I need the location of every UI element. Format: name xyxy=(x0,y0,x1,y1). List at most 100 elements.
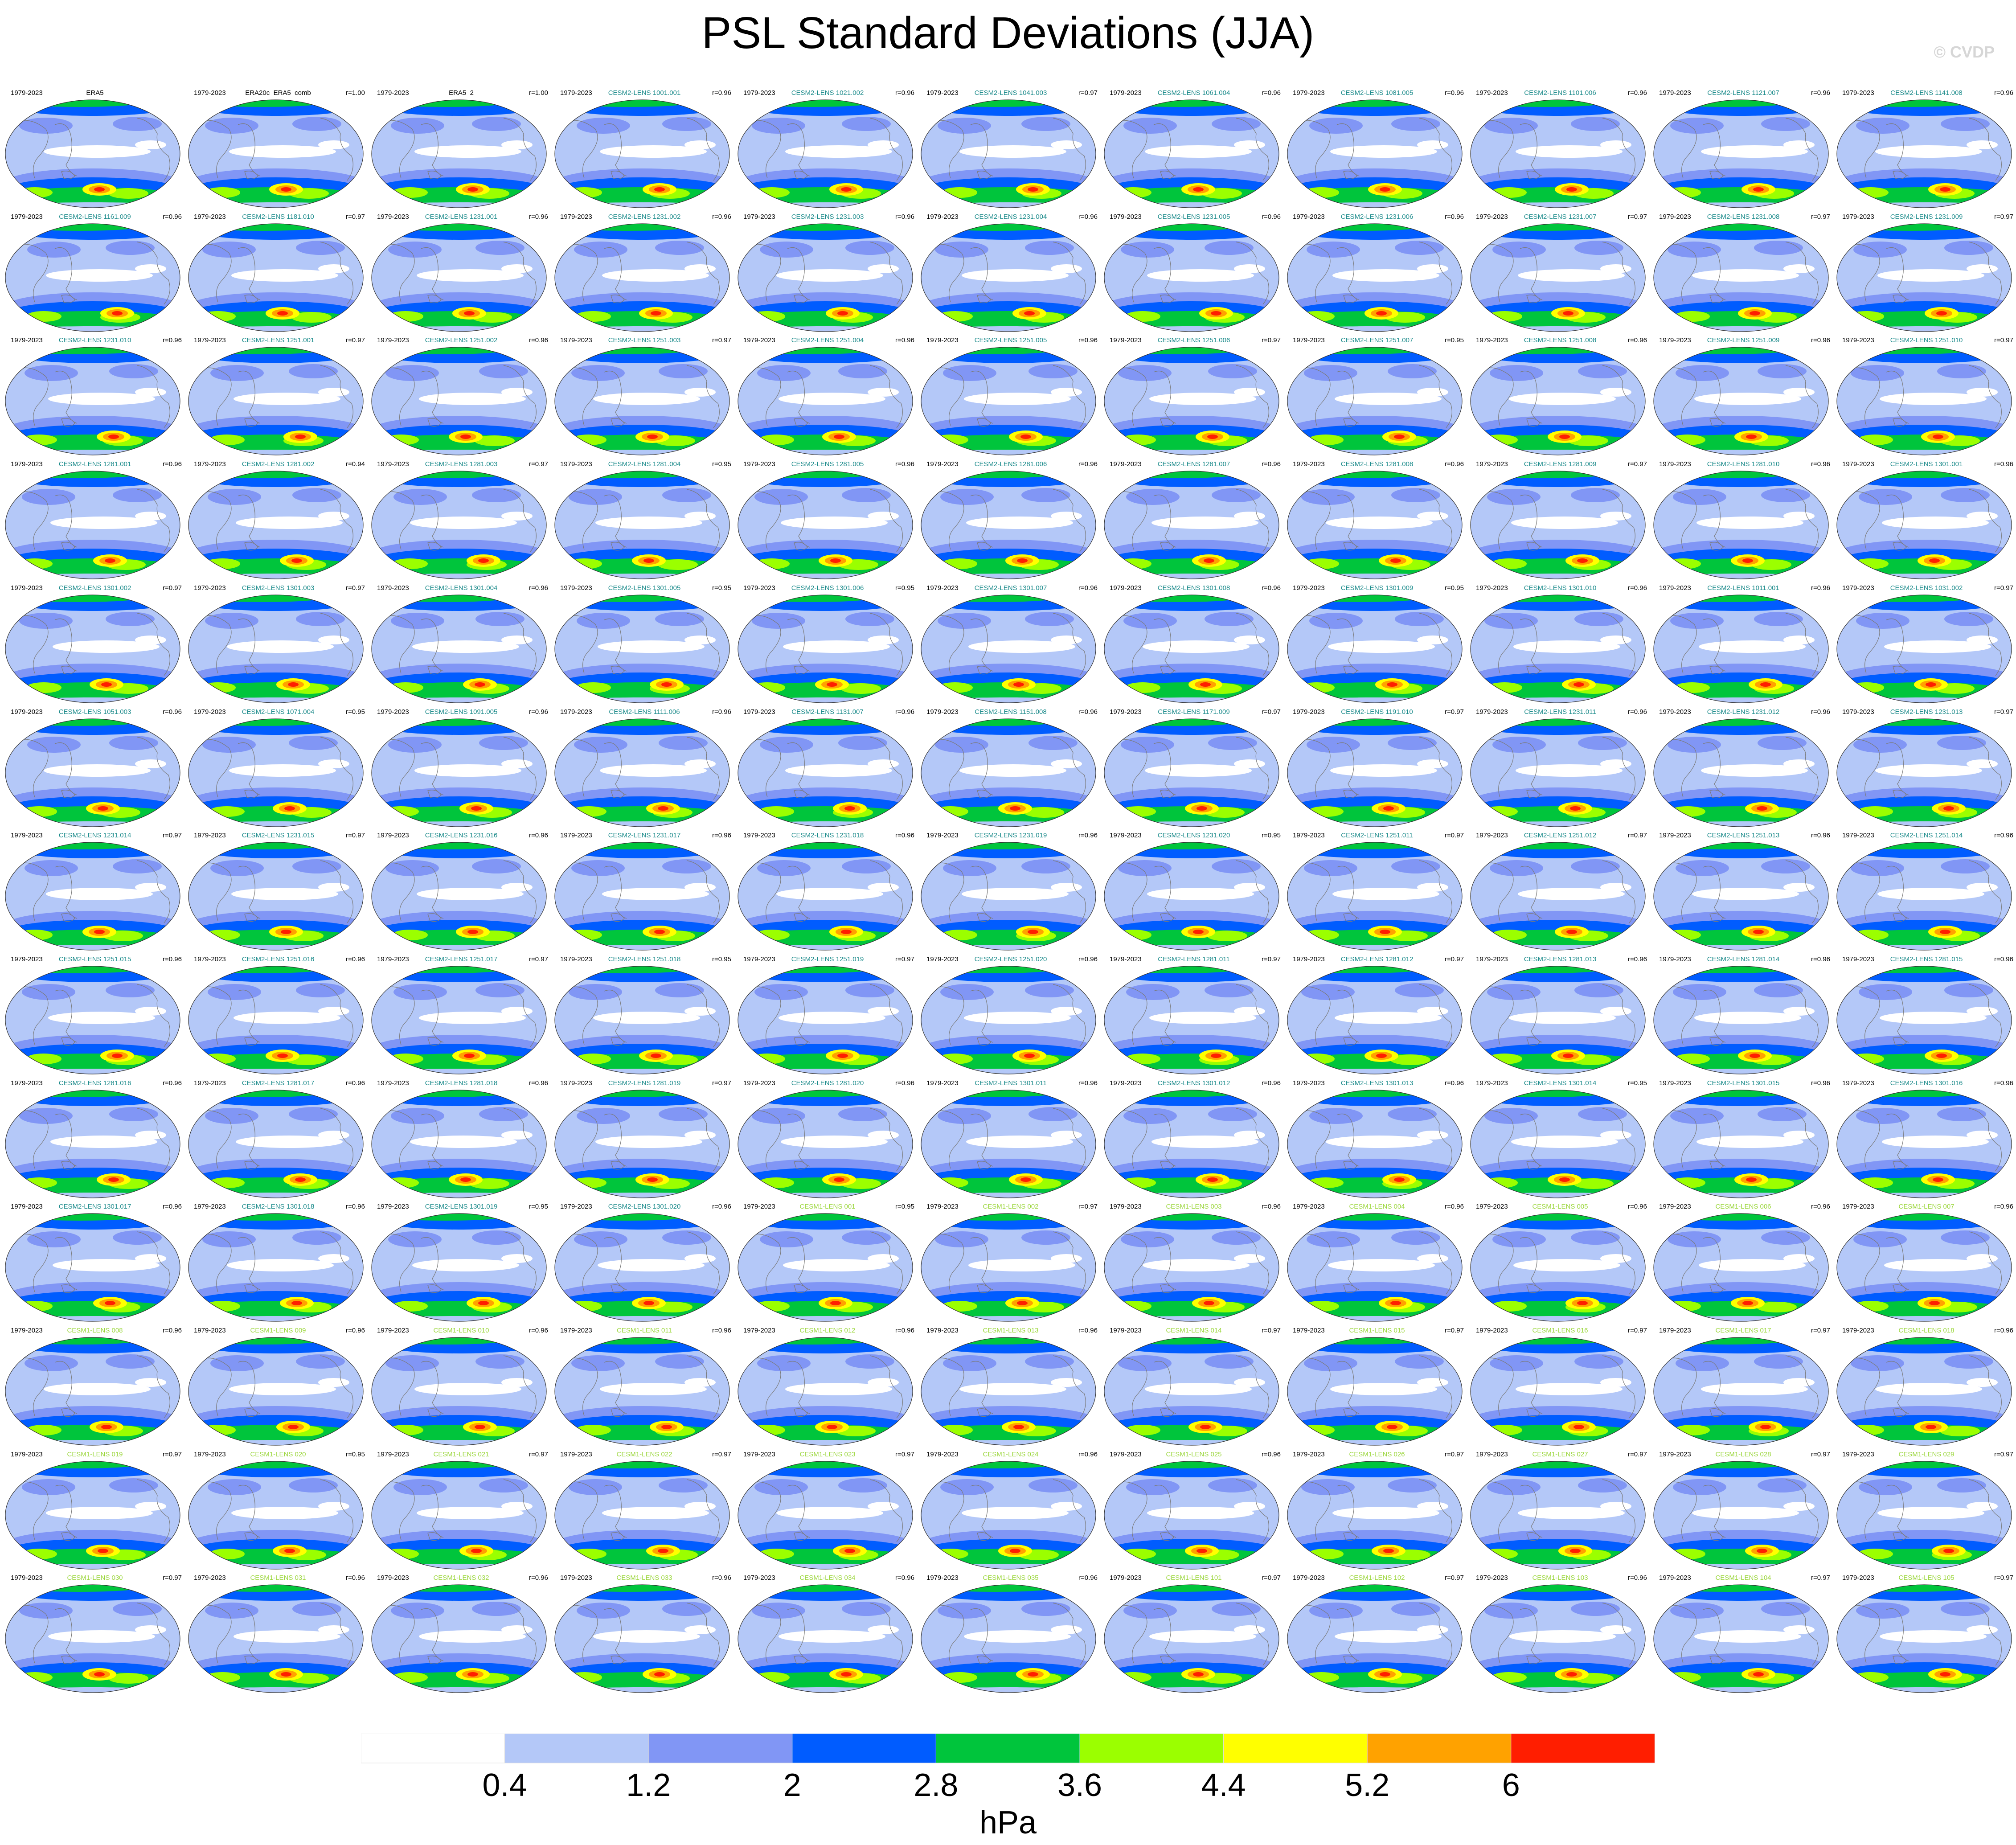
panel-correlation-label: r=0.97 xyxy=(712,1450,731,1458)
nh-patch xyxy=(1301,984,1355,1000)
panel-period-label: 1979-2023 xyxy=(743,460,775,468)
nh-patch xyxy=(1205,1354,1254,1369)
so-patch xyxy=(750,1053,785,1064)
panel-period-label: 1979-2023 xyxy=(377,1079,409,1087)
coastline xyxy=(1111,367,1147,426)
nh-patch xyxy=(1391,117,1440,131)
map-frame xyxy=(554,223,730,332)
map-contour-plot xyxy=(1104,471,1279,579)
panel-correlation-label: r=0.96 xyxy=(1811,336,1830,344)
antarctic-edge xyxy=(1104,1192,1279,1198)
nh-patch xyxy=(1670,1107,1724,1124)
panel-period-label: 1979-2023 xyxy=(1842,1203,1874,1211)
so-patch xyxy=(1125,1053,1160,1064)
so-max xyxy=(475,682,485,687)
map-frame xyxy=(1470,842,1646,951)
map-panel: 1979-2023 CESM2-LENS 1301.013 r=0.96 xyxy=(1286,1079,1468,1203)
nh-patch xyxy=(754,489,808,505)
coastline xyxy=(320,1108,353,1171)
map-frame xyxy=(5,471,180,579)
map-frame xyxy=(1287,471,1463,579)
so-max xyxy=(1193,930,1204,935)
so-max xyxy=(478,1301,489,1306)
map-contour-plot xyxy=(1653,1337,1829,1446)
coastline xyxy=(1236,1355,1269,1419)
panel-period-label: 1979-2023 xyxy=(1476,89,1508,97)
nh-patch xyxy=(1851,1355,1904,1371)
nh-patch xyxy=(106,983,155,997)
nh-patch xyxy=(388,1231,442,1248)
tropical-low-variance xyxy=(1699,1259,1806,1272)
coastline xyxy=(611,542,625,551)
map-panel: 1979-2023 CESM2-LENS 1231.019 r=0.96 xyxy=(919,832,1102,955)
map-panel: 1979-2023 CESM2-LENS 1301.012 r=0.96 xyxy=(1102,1079,1285,1203)
antarctic-edge xyxy=(921,450,1096,455)
so-max xyxy=(101,682,112,687)
panel-dataset-label: CESM2-LENS 1301.012 xyxy=(1157,1079,1230,1087)
so-patch xyxy=(17,187,53,198)
panel-period-label: 1979-2023 xyxy=(1110,1203,1142,1211)
coastline xyxy=(745,491,781,550)
map-contour-plot xyxy=(371,1461,547,1570)
coastline xyxy=(611,1284,625,1293)
panel-dataset-label: CESM2-LENS 1231.005 xyxy=(1157,213,1230,221)
so-patch xyxy=(26,1053,61,1064)
panel-dataset-label: CESM2-LENS 1281.014 xyxy=(1707,955,1780,963)
so-patch xyxy=(17,1672,53,1683)
nh-patch xyxy=(1123,1107,1177,1124)
nh-patch xyxy=(1670,118,1724,134)
coastline xyxy=(1294,1110,1331,1168)
panel-correlation-label: r=0.96 xyxy=(346,1327,365,1334)
tropical-low-variance xyxy=(1692,1506,1799,1519)
nh-patch xyxy=(1212,488,1261,503)
so-patch xyxy=(1308,806,1344,817)
panel-period-label: 1979-2023 xyxy=(743,832,775,840)
coastline xyxy=(1709,1408,1724,1417)
so-max xyxy=(827,1425,837,1429)
nh-patch xyxy=(1859,1479,1912,1495)
panel-correlation-label: r=0.96 xyxy=(1078,336,1098,344)
tropical-low-variance xyxy=(1696,1135,1803,1148)
map-contour-plot xyxy=(1470,471,1646,579)
coastline xyxy=(244,1284,258,1293)
panel-dataset-label: CESM2-LENS 1231.012 xyxy=(1707,708,1780,716)
so-max xyxy=(1024,311,1035,316)
panel-dataset-label: CESM1-LENS 031 xyxy=(250,1574,306,1582)
so-max xyxy=(1933,1177,1943,1182)
tropical-low-variance xyxy=(135,512,166,521)
colorbar-unit-label: hPa xyxy=(979,1805,1037,1841)
so-max xyxy=(467,187,478,192)
so-patch xyxy=(1848,1053,1884,1064)
map-contour-plot xyxy=(921,1089,1096,1198)
map-contour-plot xyxy=(1470,1584,1646,1693)
map-frame xyxy=(1653,842,1829,951)
so-patch xyxy=(758,806,794,817)
nh-patch xyxy=(845,983,894,997)
panel-correlation-label: r=0.96 xyxy=(1628,1203,1647,1211)
map-frame xyxy=(188,718,364,827)
antarctic-edge xyxy=(372,326,546,332)
panel-dataset-label: CESM2-LENS 1251.011 xyxy=(1341,832,1413,840)
panel-correlation-label: r=0.96 xyxy=(1078,213,1098,221)
tropical-low-variance xyxy=(1875,1383,1982,1395)
tropical-low-variance xyxy=(227,640,334,653)
coastline xyxy=(195,1110,232,1168)
nh-patch xyxy=(1754,1354,1803,1369)
tropical-low-variance xyxy=(1051,388,1082,397)
tropical-low-variance xyxy=(234,1011,340,1024)
panel-correlation-label: r=0.96 xyxy=(1445,460,1464,468)
tropical-low-variance xyxy=(1417,1130,1448,1140)
antarctic-edge xyxy=(555,1068,729,1074)
tropical-low-variance xyxy=(1509,1630,1616,1643)
map-panel: 1979-2023 CESM1-LENS 013 r=0.96 xyxy=(919,1327,1102,1451)
map-panel: 1979-2023 CESM1-LENS 005 r=0.96 xyxy=(1469,1203,1651,1327)
map-panel: 1979-2023 CESM2-LENS 1281.016 r=0.96 xyxy=(4,1079,186,1203)
coastline xyxy=(1660,491,1697,550)
nh-patch xyxy=(1126,984,1180,1000)
map-contour-plot xyxy=(554,223,730,332)
so-max xyxy=(1017,1301,1028,1306)
coastline xyxy=(137,489,170,552)
antarctic-edge xyxy=(1104,1687,1279,1693)
tropical-low-variance xyxy=(959,764,1066,777)
map-contour-plot xyxy=(554,471,730,579)
